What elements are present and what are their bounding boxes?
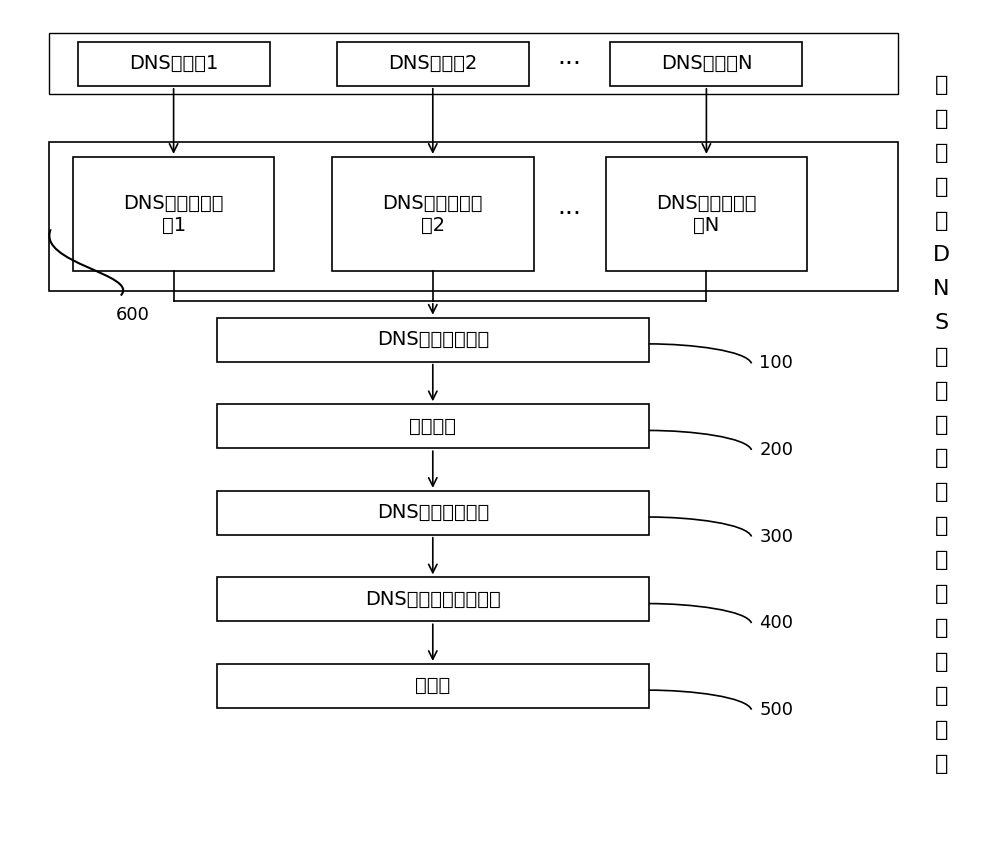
Text: DNS服务器N: DNS服务器N <box>661 55 752 74</box>
Text: 系: 系 <box>935 720 948 740</box>
Bar <box>78 42 270 86</box>
Text: 用: 用 <box>935 75 948 95</box>
Text: DNS日志统计分析中心: DNS日志统计分析中心 <box>365 590 501 609</box>
Text: 于: 于 <box>935 109 948 129</box>
Text: 600: 600 <box>116 306 150 324</box>
Bar <box>217 404 649 449</box>
Text: 统: 统 <box>935 754 948 774</box>
Bar <box>217 578 649 622</box>
Text: 计: 计 <box>935 585 948 604</box>
Text: 的: 的 <box>935 686 948 706</box>
Text: 400: 400 <box>759 614 793 632</box>
Text: D: D <box>933 245 950 265</box>
Bar <box>49 33 898 94</box>
Bar <box>606 157 807 271</box>
Text: DNS服务器2: DNS服务器2 <box>388 55 477 74</box>
Text: DNS数据采集模
块2: DNS数据采集模 块2 <box>383 193 483 235</box>
Bar <box>610 42 802 86</box>
Text: DNS数据采集模
块1: DNS数据采集模 块1 <box>123 193 224 235</box>
Text: 行: 行 <box>935 449 948 469</box>
Text: 对: 对 <box>935 143 948 163</box>
Text: DNS服务器1: DNS服务器1 <box>129 55 218 74</box>
Text: DNS数据汇总中心: DNS数据汇总中心 <box>377 330 489 349</box>
Text: 200: 200 <box>759 441 793 459</box>
Bar <box>217 318 649 362</box>
Text: 数据库: 数据库 <box>415 676 450 695</box>
Text: 志: 志 <box>935 380 948 401</box>
Text: 分: 分 <box>935 618 948 638</box>
Bar <box>73 157 274 271</box>
Bar <box>217 491 649 535</box>
Bar <box>217 664 649 708</box>
Text: 云服务器: 云服务器 <box>409 417 456 436</box>
Text: 析: 析 <box>935 652 948 672</box>
Text: DNS日志处理中心: DNS日志处理中心 <box>377 503 489 522</box>
Text: S: S <box>935 313 949 333</box>
Text: 多: 多 <box>935 482 948 502</box>
Text: 进: 进 <box>935 415 948 435</box>
Text: ···: ··· <box>558 202 582 226</box>
Text: 量: 量 <box>935 210 948 231</box>
Text: 日: 日 <box>935 346 948 366</box>
Text: ···: ··· <box>558 52 582 76</box>
Text: 100: 100 <box>759 354 793 372</box>
Text: DNS数据采集模
块N: DNS数据采集模 块N <box>656 193 757 235</box>
Bar <box>332 157 534 271</box>
Text: 维: 维 <box>935 516 948 536</box>
Text: N: N <box>933 279 950 299</box>
Bar <box>337 42 529 86</box>
Text: 300: 300 <box>759 527 793 546</box>
Text: 统: 统 <box>935 550 948 571</box>
Bar <box>49 142 898 291</box>
Text: 海: 海 <box>935 177 948 197</box>
Text: 500: 500 <box>759 701 793 719</box>
